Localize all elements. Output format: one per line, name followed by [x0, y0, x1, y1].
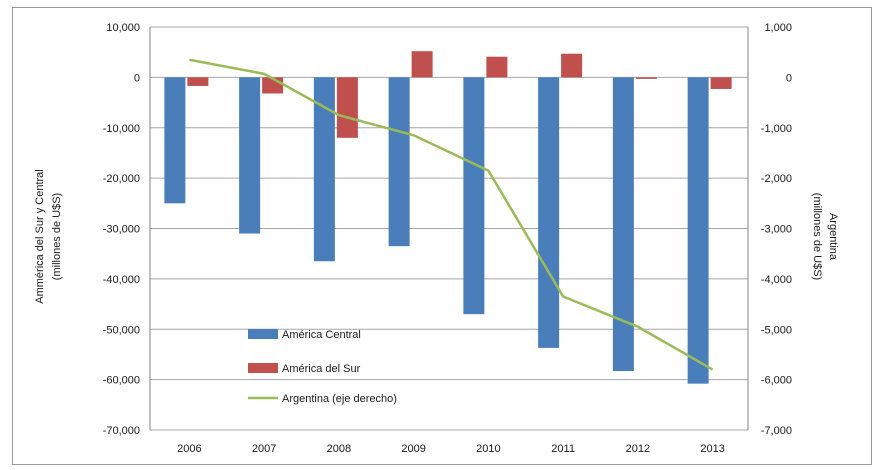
y2-tick-label: -5,000 [761, 324, 792, 336]
y-tick-label: -60,000 [103, 375, 140, 387]
bar-america-central [313, 77, 335, 262]
x-tick-label: 2008 [327, 443, 351, 455]
y2-tick-label: 1,000 [764, 22, 792, 34]
bar-america-central [463, 77, 485, 315]
bar-america-central [164, 77, 186, 204]
legend-label: Argentina (eje derecho) [282, 393, 397, 405]
bar-america-del-sur [710, 77, 732, 89]
legend-label: América del Sur [282, 363, 361, 375]
y-tick-label: 10,000 [106, 22, 140, 34]
legend-swatch [248, 329, 278, 339]
bar-america-del-sur [486, 56, 508, 78]
y2-tick-label: -4,000 [761, 274, 792, 286]
bar-america-del-sur [561, 53, 583, 78]
y2-tick-label: -6,000 [761, 375, 792, 387]
x-tick-label: 2010 [476, 443, 500, 455]
bar-america-del-sur [635, 77, 657, 79]
bar-america-del-sur [411, 51, 433, 78]
bar-america-del-sur [336, 77, 358, 138]
y2-axis-title: Argentina [827, 213, 839, 261]
bar-america-central [239, 77, 261, 234]
x-tick-label: 2007 [252, 443, 276, 455]
y2-tick-label: -2,000 [761, 173, 792, 185]
y-tick-label: -10,000 [103, 123, 140, 135]
y-axis-title-units: (millones de U$S) [51, 193, 63, 280]
x-tick-label: 2013 [700, 443, 724, 455]
y-axis-title: Ammérica del Sur y Central [34, 169, 46, 304]
y2-tick-label: 0 [786, 72, 792, 84]
bar-america-central [612, 77, 634, 372]
y-tick-label: -40,000 [103, 274, 140, 286]
y-tick-label: -50,000 [103, 324, 140, 336]
y2-tick-label: -3,000 [761, 224, 792, 236]
y-tick-label: -20,000 [103, 173, 140, 185]
y-tick-label: -30,000 [103, 224, 140, 236]
y2-tick-label: -7,000 [761, 425, 792, 437]
legend-swatch [248, 363, 278, 373]
x-tick-label: 2012 [626, 443, 650, 455]
y2-axis-title-units: (millones de U$S) [811, 193, 823, 280]
y2-tick-label: -1,000 [761, 123, 792, 135]
line-argentina [189, 58, 714, 371]
x-tick-label: 2009 [401, 443, 425, 455]
y-tick-label: 0 [134, 72, 140, 84]
bar-america-del-sur [187, 77, 209, 86]
legend-label: América Central [282, 329, 361, 341]
bar-america-central [388, 77, 410, 247]
bar-america-central [538, 77, 560, 348]
x-tick-label: 2011 [551, 443, 575, 455]
x-tick-label: 2006 [177, 443, 201, 455]
bar-america-central [687, 77, 709, 384]
y-tick-label: -70,000 [103, 425, 140, 437]
